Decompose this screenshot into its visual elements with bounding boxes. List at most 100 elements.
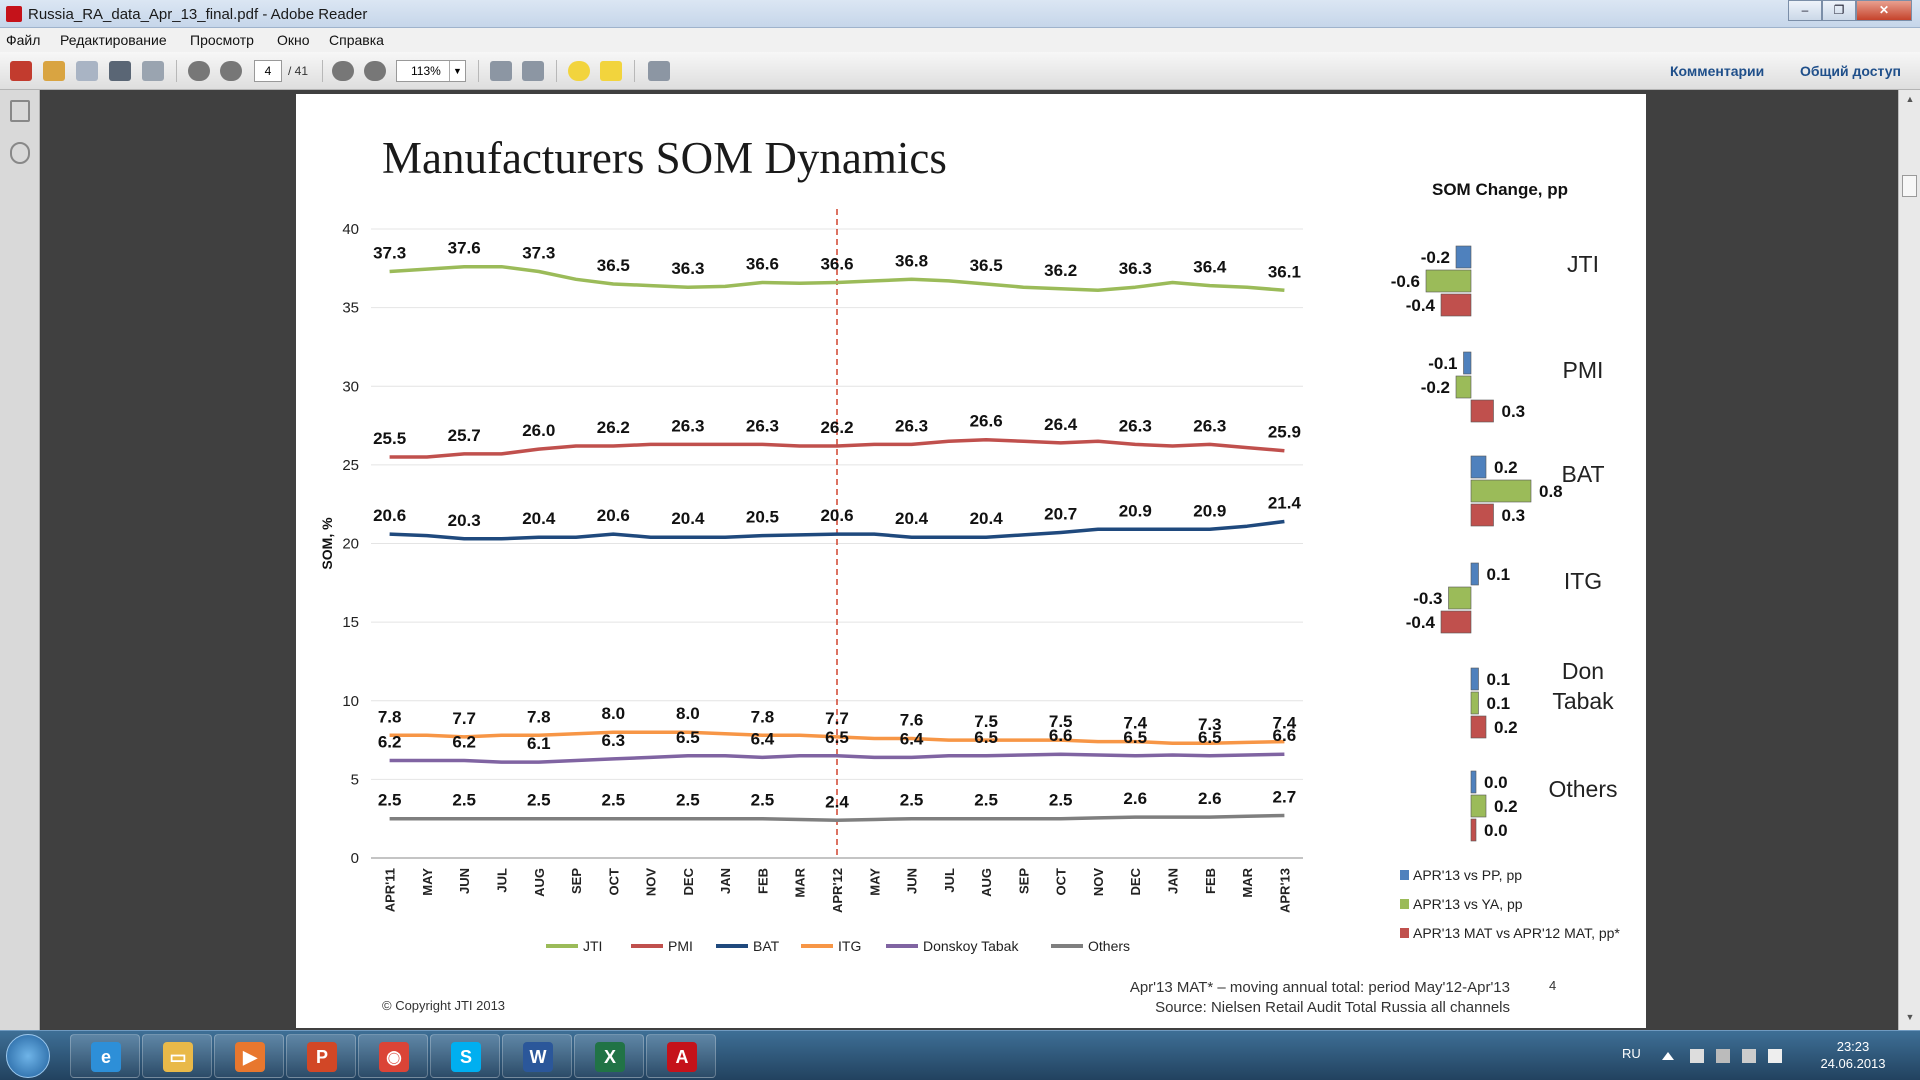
pages-icon[interactable] xyxy=(10,100,30,122)
create-pdf-icon[interactable] xyxy=(10,61,32,81)
navigation-pane xyxy=(0,90,40,1030)
x-tick-label: AUG xyxy=(979,868,994,897)
bar-legend-swatch xyxy=(1400,899,1409,909)
data-label: 36.8 xyxy=(895,251,928,270)
start-button[interactable] xyxy=(6,1034,50,1078)
x-tick-label: JUL xyxy=(494,868,509,893)
language-indicator[interactable]: RU xyxy=(1622,1046,1641,1061)
menu-window[interactable]: Окно xyxy=(277,32,310,48)
data-label: 36.2 xyxy=(1044,261,1077,280)
taskbar-skype[interactable]: S xyxy=(430,1034,500,1078)
previous-page-icon[interactable] xyxy=(188,61,210,81)
menu-file[interactable]: Файл xyxy=(6,32,41,48)
comment-icon[interactable] xyxy=(568,61,590,81)
som-change-bar xyxy=(1470,715,1487,739)
data-label: 26.4 xyxy=(1044,415,1078,434)
zoom-out-icon[interactable] xyxy=(332,61,354,81)
slide-page-number: 4 xyxy=(1549,978,1557,993)
data-label: 7.4 xyxy=(1273,714,1297,733)
scrollbar-thumb[interactable] xyxy=(1902,175,1917,197)
minimize-button[interactable]: – xyxy=(1788,0,1822,21)
print-icon[interactable] xyxy=(109,61,131,81)
taskbar-powerpoint[interactable]: P xyxy=(286,1034,356,1078)
manufacturer-label: ITG xyxy=(1564,568,1602,594)
attachments-icon[interactable] xyxy=(10,142,30,164)
data-label: 2.5 xyxy=(527,791,551,810)
bar-legend-swatch xyxy=(1400,928,1409,938)
data-label: 20.9 xyxy=(1193,501,1226,520)
bar-value-label: 0.0 xyxy=(1484,773,1508,792)
copyright: © Copyright JTI 2013 xyxy=(382,998,506,1013)
y-tick-label: 20 xyxy=(342,536,359,553)
menu-view[interactable]: Просмотр xyxy=(190,32,254,48)
save-icon[interactable] xyxy=(76,61,98,81)
data-label: 7.3 xyxy=(1198,715,1222,734)
series-line xyxy=(389,264,1285,293)
data-label: 2.5 xyxy=(378,791,402,810)
fit-width-icon[interactable] xyxy=(490,61,512,81)
volume-icon[interactable] xyxy=(1768,1049,1782,1063)
data-label: 26.3 xyxy=(1193,416,1226,435)
data-label: 26.2 xyxy=(820,418,853,437)
series-line xyxy=(389,437,1285,459)
vertical-scrollbar[interactable]: ▲ ▼ xyxy=(1898,90,1920,1030)
page-number-input[interactable]: 4 xyxy=(254,60,282,82)
close-button[interactable]: ✕ xyxy=(1856,0,1912,21)
network-icon[interactable] xyxy=(1742,1049,1756,1063)
chrome-icon: ◉ xyxy=(379,1042,409,1072)
open-icon[interactable] xyxy=(43,61,65,81)
x-tick-label: OCT xyxy=(606,868,621,896)
bar-value-label: 0.3 xyxy=(1502,402,1526,421)
bar-value-label: -0.4 xyxy=(1406,613,1436,632)
menu-help[interactable]: Справка xyxy=(329,32,384,48)
maximize-button[interactable]: ❐ xyxy=(1822,0,1856,21)
data-label: 7.8 xyxy=(751,707,775,726)
highlight-icon[interactable] xyxy=(600,61,622,81)
y-tick-label: 0 xyxy=(351,850,359,867)
email-icon[interactable] xyxy=(142,61,164,81)
taskbar-windows-explorer[interactable]: ▭ xyxy=(142,1034,212,1078)
comments-button[interactable]: Комментарии xyxy=(1670,63,1765,79)
next-page-icon[interactable] xyxy=(220,61,242,81)
zoom-in-icon[interactable] xyxy=(364,61,386,81)
data-label: 26.0 xyxy=(522,421,555,440)
taskbar-adobe-reader[interactable]: A xyxy=(646,1034,716,1078)
device-icon[interactable] xyxy=(1716,1049,1730,1063)
clock[interactable]: 23:23 24.06.2013 xyxy=(1818,1038,1888,1072)
som-change-bar xyxy=(1470,691,1479,715)
share-button[interactable]: Общий доступ xyxy=(1800,63,1901,79)
show-hidden-icons-icon[interactable] xyxy=(1662,1052,1674,1060)
data-label: 25.9 xyxy=(1268,423,1301,442)
fit-page-icon[interactable] xyxy=(522,61,544,81)
taskbar-internet-explorer[interactable]: e xyxy=(70,1034,140,1078)
taskbar-word[interactable]: W xyxy=(502,1034,572,1078)
data-label: 6.5 xyxy=(676,728,700,747)
zoom-select[interactable]: 113% ▼ xyxy=(396,60,466,82)
legend-label: Others xyxy=(1088,938,1130,954)
data-label: 26.2 xyxy=(597,418,630,437)
bar-value-label: 0.1 xyxy=(1487,565,1511,584)
data-label: 7.6 xyxy=(900,710,924,729)
chevron-down-icon[interactable]: ▼ xyxy=(449,61,465,81)
data-label: 20.3 xyxy=(448,511,481,530)
bar-value-label: 0.2 xyxy=(1494,797,1518,816)
data-label: 6.2 xyxy=(378,733,402,752)
data-label: 7.4 xyxy=(1123,714,1147,733)
flag-icon[interactable] xyxy=(1690,1049,1704,1063)
menu-edit[interactable]: Редактирование xyxy=(60,32,167,48)
taskbar-excel[interactable]: X xyxy=(574,1034,644,1078)
data-label: 6.5 xyxy=(1123,728,1147,747)
bar-value-label: -0.2 xyxy=(1421,248,1450,267)
taskbar-media-player[interactable]: ▶ xyxy=(214,1034,284,1078)
scroll-down-icon[interactable]: ▼ xyxy=(1905,1012,1915,1022)
x-tick-label: JUL xyxy=(942,868,957,893)
som-change-bar xyxy=(1455,375,1472,399)
fullscreen-icon[interactable] xyxy=(648,61,670,81)
bar-value-label: -0.1 xyxy=(1428,354,1457,373)
data-label: 37.3 xyxy=(522,243,555,262)
taskbar-chrome[interactable]: ◉ xyxy=(358,1034,428,1078)
data-label: 20.4 xyxy=(522,509,556,528)
som-change-bar xyxy=(1463,351,1472,375)
toolbar: 4 / 41 113% ▼ Комментарии Общий доступ xyxy=(0,52,1920,90)
scroll-up-icon[interactable]: ▲ xyxy=(1905,94,1915,104)
